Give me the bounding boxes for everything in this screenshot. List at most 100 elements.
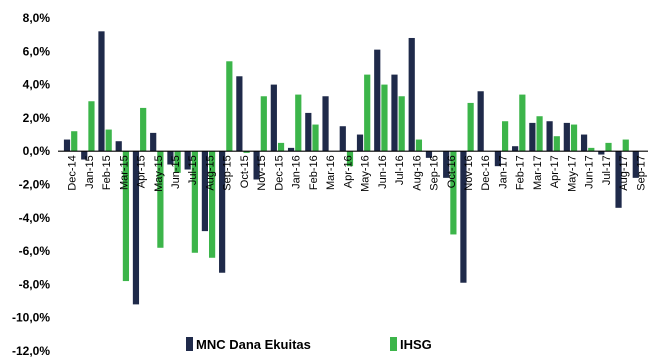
bar-ihsg-jan-17 (502, 121, 509, 152)
bar-mnc-dana-ekuitas-apr-15 (132, 151, 140, 305)
bar-ihsg-sep-15 (226, 61, 233, 152)
x-tick-label: Feb-16 (308, 155, 320, 190)
x-tick-label: Dec-16 (480, 155, 492, 190)
bar-mnc-dana-ekuitas-oct-15 (236, 76, 243, 152)
x-tick-label: Dec-14 (67, 155, 79, 190)
bar-mnc-dana-ekuitas-jan-15 (81, 151, 88, 160)
y-tick-label: -12,0% (12, 344, 50, 357)
bar-mnc-dana-ekuitas-sep-17 (632, 151, 639, 178)
x-tick-label: Aug-17 (618, 155, 630, 190)
bar-mnc-dana-ekuitas-sep-15 (219, 151, 226, 273)
legend-label-mnc-dana-ekuitas: MNC Dana Ekuitas (196, 337, 311, 352)
x-tick-label: Sep-15 (222, 155, 234, 190)
bar-ihsg-oct-16 (450, 151, 457, 235)
x-tick-label: Jan-15 (84, 155, 96, 189)
bar-ihsg-jun-17 (588, 147, 595, 152)
legend-swatch-mnc-dana-ekuitas (186, 337, 193, 351)
y-tick-label: 2,0% (23, 111, 51, 125)
bar-ihsg-apr-15 (140, 107, 147, 152)
bar-ihsg-mar-15 (122, 151, 130, 282)
bar-ihsg-mar-17 (536, 116, 543, 152)
y-tick-label: 8,0% (23, 11, 51, 25)
bar-mnc-dana-ekuitas-mar-16 (322, 96, 329, 152)
bar-mnc-dana-ekuitas-jul-15 (184, 151, 191, 170)
y-tick-label: -4,0% (19, 211, 51, 225)
x-tick-label: Jun-16 (377, 155, 389, 189)
bar-ihsg-jun-15 (174, 151, 181, 173)
bar-mnc-dana-ekuitas-dec-14 (63, 139, 71, 152)
bar-ihsg-nov-16 (467, 102, 474, 152)
bar-ihsg-may-16 (364, 74, 371, 152)
legend-swatch-ihsg (390, 337, 397, 351)
bar-ihsg-feb-17 (519, 94, 526, 152)
bar-mnc-dana-ekuitas-feb-17 (512, 146, 519, 152)
bar-ihsg-jan-15 (88, 101, 95, 152)
bar-ihsg-dec-15 (277, 142, 285, 152)
x-tick-label: May-15 (153, 155, 165, 192)
bar-ihsg-jun-16 (381, 84, 388, 152)
x-tick-label: Jan-17 (498, 155, 510, 189)
x-tick-label: Nov-15 (256, 155, 268, 190)
bar-ihsg-oct-15 (243, 151, 250, 153)
x-tick-label: Nov-16 (463, 155, 475, 190)
x-tick-label: Jul-15 (187, 155, 199, 185)
bar-ihsg-jan-16 (295, 94, 302, 152)
bar-mnc-dana-ekuitas-may-16 (356, 134, 364, 152)
x-tick-label: Jun-17 (584, 155, 596, 189)
bar-mnc-dana-ekuitas-dec-16 (477, 91, 484, 152)
y-tick-label: -8,0% (19, 277, 51, 291)
x-tick-label: Jul-17 (601, 155, 613, 185)
bar-mnc-dana-ekuitas-aug-15 (201, 151, 208, 232)
bar-mnc-dana-ekuitas-nov-15 (253, 151, 260, 180)
bar-mnc-dana-ekuitas-jun-15 (167, 151, 174, 165)
x-tick-label: Oct-15 (239, 155, 251, 188)
bar-mnc-dana-ekuitas-jun-17 (580, 134, 588, 152)
bar-ihsg-nov-15 (260, 96, 267, 152)
x-tick-label: Oct-16 (446, 155, 458, 188)
bar-mnc-dana-ekuitas-feb-15 (98, 31, 105, 152)
y-tick-label: -6,0% (19, 244, 51, 258)
x-tick-label: Apr-15 (136, 155, 148, 188)
bar-ihsg-may-15 (157, 151, 164, 248)
bar-ihsg-aug-17 (622, 139, 629, 152)
bar-mnc-dana-ekuitas-apr-17 (546, 121, 553, 152)
y-tick-label: 4,0% (23, 78, 51, 92)
bar-mnc-dana-ekuitas-aug-16 (408, 37, 415, 152)
bar-mnc-dana-ekuitas-nov-16 (460, 151, 467, 283)
bar-mnc-dana-ekuitas-mar-15 (115, 141, 122, 152)
x-tick-label: Aug-16 (411, 155, 423, 190)
x-tick-label: Mar-17 (532, 155, 544, 190)
bar-mnc-dana-ekuitas-feb-16 (305, 112, 312, 152)
bar-mnc-dana-ekuitas-jun-16 (374, 49, 381, 152)
bar-ihsg-aug-16 (415, 139, 423, 152)
bar-ihsg-jul-17 (605, 142, 612, 152)
x-tick-label: Mar-15 (118, 155, 130, 190)
x-tick-label: Aug-15 (205, 155, 217, 190)
y-tick-label: -10,0% (12, 311, 50, 325)
bar-mnc-dana-ekuitas-aug-17 (615, 151, 622, 208)
x-tick-label: Sep-16 (429, 155, 441, 190)
x-tick-label: Dec-15 (273, 155, 285, 190)
legend-label-ihsg: IHSG (400, 337, 432, 352)
y-tick-label: -2,0% (19, 178, 51, 192)
bar-ihsg-aug-15 (209, 151, 216, 258)
legend: MNC Dana Ekuitas IHSG (186, 337, 432, 352)
x-tick-label: May-17 (566, 155, 578, 192)
bar-mnc-dana-ekuitas-jan-16 (287, 147, 295, 152)
bar-mnc-dana-ekuitas-dec-15 (270, 84, 277, 152)
bars (63, 31, 639, 305)
bar-mnc-dana-ekuitas-sep-16 (425, 151, 433, 158)
x-tick-label: Feb-15 (101, 155, 113, 190)
y-tick-label: 6,0% (23, 44, 51, 58)
x-tick-label: Sep-17 (635, 155, 647, 190)
x-tick-label: Jan-16 (291, 155, 303, 189)
y-tick-label: 0,0% (23, 144, 51, 158)
bar-ihsg-feb-15 (105, 129, 112, 152)
x-tick-label: May-16 (360, 155, 372, 192)
x-axis-labels: Dec-14 Jan-15 Feb-15 Mar-15 Apr-15 May-15 Jun-… (67, 155, 648, 192)
x-tick-label: Apr-17 (549, 155, 561, 188)
bar-ihsg-apr-16 (346, 151, 354, 167)
bar-ihsg-jul-15 (191, 151, 198, 253)
bar-mnc-dana-ekuitas-may-15 (150, 132, 157, 152)
